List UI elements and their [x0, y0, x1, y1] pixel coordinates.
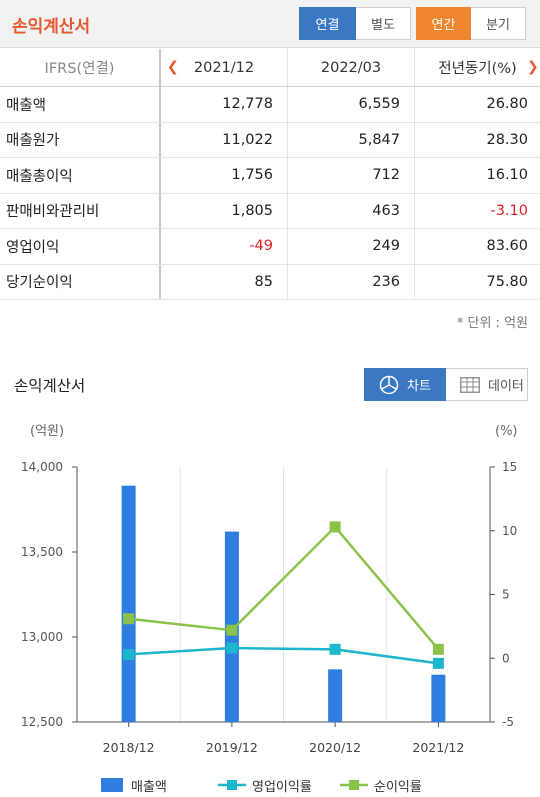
consolidation-toggle: 연결 별도	[299, 7, 411, 40]
x-tick-label: 2020/12	[309, 740, 361, 755]
bar-revenue	[431, 674, 446, 722]
table-row: 매출원가 11,022 5,847 28.30	[0, 122, 540, 158]
right-tick-label: 10	[502, 524, 517, 538]
row-label: 매출총이익	[0, 158, 161, 193]
pie-chart-icon	[379, 375, 399, 394]
table-row: 매출총이익 1,756 712 16.10	[0, 158, 540, 194]
net-margin-point	[123, 613, 135, 625]
x-tick-label: 2021/12	[412, 740, 464, 755]
table-row: 영업이익 -49 249 83.60	[0, 229, 540, 265]
value-2022-03: 249	[288, 229, 415, 264]
column-header-yoy: 전년동기(%)	[438, 61, 517, 77]
right-tick-label: 0	[502, 651, 510, 665]
value-2021-12: -49	[161, 229, 288, 264]
net-margin-point	[329, 521, 341, 533]
right-tick-label: -5	[502, 715, 514, 729]
left-axis-unit: (억원)	[30, 424, 64, 439]
legend-swatch-net-line	[340, 780, 368, 790]
value-2022-03: 236	[288, 264, 415, 299]
value-2022-03: 463	[288, 193, 415, 228]
legend-label-net-margin: 순이익률	[374, 779, 422, 795]
legend-swatch-bar	[101, 778, 123, 792]
legend-item-op-margin: 영업이익률	[218, 776, 312, 795]
value-yoy: 28.30	[486, 131, 528, 148]
table-grid-icon	[460, 376, 480, 393]
value-yoy: 16.10	[486, 167, 528, 184]
value-2022-03: 712	[288, 158, 415, 193]
legend-label-op-margin: 영업이익률	[252, 779, 312, 795]
chart-view-label: 차트	[407, 379, 431, 394]
left-tick-label: 14,000	[21, 460, 63, 474]
op-margin-line	[128, 646, 439, 665]
quarterly-button[interactable]: 분기	[471, 7, 526, 40]
row-label: 매출액	[0, 87, 161, 122]
column-header-period-1: 2021/12	[161, 49, 288, 86]
row-label: 영업이익	[0, 229, 161, 264]
value-yoy: -3.10	[490, 202, 528, 219]
legend-item-revenue: 매출액	[101, 776, 167, 795]
chart-view-button[interactable]: 차트	[364, 368, 446, 401]
chevron-right-icon[interactable]: ❯	[527, 59, 539, 75]
chart-section-title: 손익계산서	[14, 377, 86, 395]
net-margin-line	[128, 525, 440, 651]
unit-note: * 단위 : 억원	[456, 316, 528, 331]
legend-swatch-op-line	[218, 780, 246, 790]
value-2021-12: 1,756	[161, 158, 288, 193]
value-yoy: 26.80	[486, 96, 528, 113]
x-tick-label: 2019/12	[206, 740, 258, 755]
chevron-left-icon[interactable]: ❮	[167, 59, 179, 75]
annual-button[interactable]: 연간	[416, 7, 471, 40]
op-margin-point	[123, 648, 135, 660]
column-header-period-2: 2022/03	[288, 49, 415, 86]
value-2022-03: 6,559	[288, 87, 415, 122]
legend-label-revenue: 매출액	[131, 779, 167, 795]
left-tick-label: 13,500	[21, 545, 63, 559]
income-statement-table: IFRS(연결) 2021/12 2022/03 전년동기(%) ❮ ❯ 매출액…	[0, 49, 540, 300]
separate-button[interactable]: 별도	[356, 7, 411, 40]
net-margin-point	[226, 624, 238, 636]
period-toggle: 연간 분기	[416, 7, 526, 40]
bar-revenue	[121, 485, 136, 722]
header-bar: 손익계산서 연결 별도 연간 분기	[0, 0, 540, 48]
value-2021-12: 12,778	[161, 87, 288, 122]
net-margin-point	[432, 643, 444, 655]
page-title: 손익계산서	[12, 17, 91, 37]
right-axis-unit: (%)	[495, 424, 518, 439]
value-2021-12: 85	[161, 264, 288, 299]
op-margin-point	[226, 642, 238, 654]
value-2021-12: 1,805	[161, 193, 288, 228]
value-yoy: 75.80	[486, 273, 528, 290]
consolidated-button[interactable]: 연결	[299, 7, 356, 40]
table-row: 당기순이익 85 236 75.80	[0, 264, 540, 300]
income-chart: (억원) (%) 14,000 13,500 13,000 12,500 15 10 5 0 -5 2…	[21, 424, 518, 755]
column-header-ifrs: IFRS(연결)	[0, 49, 161, 86]
op-margin-point	[329, 643, 341, 655]
legend-item-net-margin: 순이익률	[340, 776, 422, 795]
value-yoy: 83.60	[486, 238, 528, 255]
data-view-label: 데이터	[488, 379, 524, 394]
x-tick-label: 2018/12	[103, 740, 155, 755]
right-tick-label: 5	[502, 588, 510, 602]
row-label: 매출원가	[0, 122, 161, 157]
value-2022-03: 5,847	[288, 122, 415, 157]
value-2021-12: 11,022	[161, 122, 288, 157]
row-label: 판매비와관리비	[0, 193, 161, 228]
op-margin-point	[432, 657, 444, 669]
row-label: 당기순이익	[0, 264, 161, 299]
table-row: 판매비와관리비 1,805 463 -3.10	[0, 193, 540, 229]
left-tick-label: 12,500	[21, 715, 63, 729]
left-tick-label: 13,000	[21, 630, 63, 644]
right-tick-label: 15	[502, 460, 517, 474]
bar-revenue	[328, 669, 343, 722]
table-row: 매출액 12,778 6,559 26.80	[0, 87, 540, 123]
data-view-button[interactable]: 데이터	[446, 368, 528, 401]
table-header-row: IFRS(연결) 2021/12 2022/03 전년동기(%) ❮ ❯	[0, 49, 540, 87]
